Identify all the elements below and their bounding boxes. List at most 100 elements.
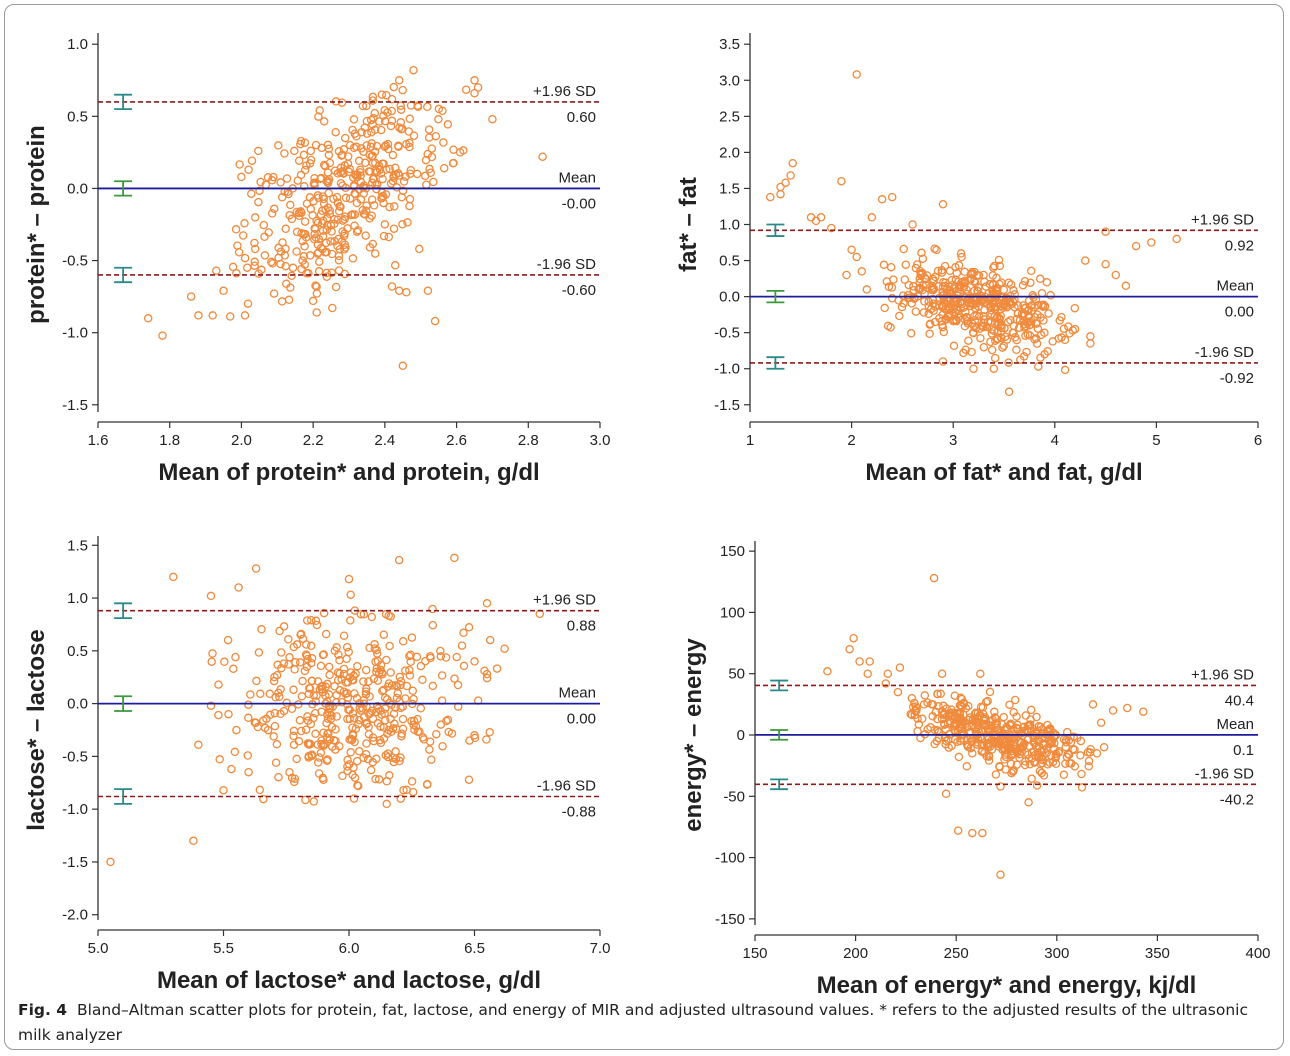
fat-point bbox=[911, 307, 921, 316]
lactose-point bbox=[485, 728, 494, 737]
lactose-point bbox=[383, 729, 392, 739]
energy-point bbox=[930, 739, 939, 749]
protein-point bbox=[380, 116, 390, 126]
energy-point bbox=[1059, 770, 1069, 780]
lactose-point bbox=[356, 706, 366, 715]
fat-point bbox=[899, 299, 908, 308]
protein-point bbox=[357, 144, 366, 153]
protein-point bbox=[334, 251, 344, 261]
energy-point bbox=[940, 709, 949, 719]
energy-point bbox=[968, 828, 977, 838]
lactose-point bbox=[452, 652, 461, 662]
energy-point bbox=[1026, 705, 1036, 715]
fat-point bbox=[883, 321, 893, 331]
fat-point bbox=[906, 329, 916, 338]
fat-point bbox=[991, 336, 1000, 345]
protein-point bbox=[325, 158, 335, 168]
lactose-point bbox=[295, 716, 305, 725]
protein-point bbox=[294, 156, 304, 165]
lactose-point bbox=[500, 644, 509, 653]
lactose-point bbox=[301, 650, 311, 659]
lactose-point bbox=[265, 689, 275, 699]
energy-point bbox=[936, 689, 945, 699]
protein-point bbox=[314, 193, 323, 202]
fat-point bbox=[1060, 365, 1070, 375]
lactose-point bbox=[279, 659, 289, 668]
lactose-x-tick-label: 6.0 bbox=[339, 940, 360, 957]
protein-point bbox=[388, 150, 398, 160]
fat-point bbox=[862, 285, 872, 294]
lactose-point bbox=[459, 661, 469, 671]
energy-point bbox=[939, 719, 949, 729]
protein-point bbox=[362, 201, 371, 210]
protein-point bbox=[250, 257, 259, 267]
protein-point bbox=[250, 213, 260, 222]
lactose-point bbox=[398, 714, 408, 724]
energy-point bbox=[957, 694, 967, 704]
fat-x-tick-label: 4 bbox=[1051, 432, 1059, 449]
protein-point bbox=[299, 182, 309, 191]
energy-point bbox=[967, 737, 976, 747]
protein-point bbox=[488, 114, 497, 124]
fat-point bbox=[1033, 301, 1043, 310]
fat-point bbox=[932, 245, 941, 255]
fat-lower-label: -1.96 SD bbox=[1195, 344, 1254, 361]
lactose-point bbox=[346, 748, 355, 757]
lactose-point bbox=[207, 657, 216, 666]
energy-point bbox=[1061, 759, 1070, 768]
energy-point bbox=[1012, 712, 1021, 721]
protein-point bbox=[423, 149, 432, 159]
figure-canvas: 1.0 0.5 0.0 -0.5 -1.0 -1.5 1.6 1.8 2.0 2.2 2.4 2.6 2… bbox=[23, 33, 1271, 999]
lactose-point bbox=[396, 794, 405, 803]
fat-point bbox=[1020, 276, 1030, 286]
fat-point bbox=[1042, 278, 1052, 287]
energy-point bbox=[946, 718, 955, 728]
lactose-point bbox=[407, 633, 417, 642]
fat-point bbox=[960, 322, 970, 331]
energy-point bbox=[920, 691, 930, 700]
protein-point bbox=[300, 242, 309, 251]
protein-y-tick-label: 0.5 bbox=[67, 108, 88, 125]
energy-point bbox=[1005, 744, 1014, 754]
protein-point bbox=[424, 125, 434, 134]
protein-point bbox=[310, 178, 319, 188]
protein-point bbox=[336, 178, 346, 188]
protein-upper-label: +1.96 SD bbox=[533, 83, 596, 100]
fat-point bbox=[1070, 303, 1080, 313]
lactose-point bbox=[290, 777, 299, 787]
lactose-point bbox=[394, 555, 404, 565]
fat-x-tick-label: 2 bbox=[847, 432, 855, 449]
fat-point bbox=[887, 283, 897, 292]
fat-mean-value: 0.00 bbox=[1225, 304, 1254, 321]
lactose-point bbox=[314, 769, 324, 778]
lactose-point bbox=[244, 713, 253, 723]
protein-point bbox=[387, 282, 397, 291]
protein-point bbox=[386, 179, 396, 188]
protein-point bbox=[310, 235, 319, 244]
protein-point bbox=[323, 178, 333, 188]
lactose-x-tick-label: 7.0 bbox=[590, 940, 611, 957]
fat-point bbox=[852, 252, 861, 262]
energy-point bbox=[990, 738, 1000, 748]
protein-point bbox=[306, 146, 316, 156]
protein-point bbox=[312, 289, 322, 298]
energy-point bbox=[1083, 748, 1093, 757]
protein-x-axis-title: Mean of protein* and protein, g/dl bbox=[158, 459, 539, 486]
protein-point bbox=[281, 224, 290, 234]
fat-point bbox=[951, 275, 961, 285]
lactose-point bbox=[298, 676, 307, 686]
fat-y-tick-label: 0.0 bbox=[719, 289, 740, 306]
lactose-y-axis-title: lactose* – lactose bbox=[23, 629, 50, 830]
fat-y-tick-label: 3.5 bbox=[719, 36, 740, 53]
fat-point bbox=[1006, 316, 1015, 325]
lactose-point bbox=[383, 752, 393, 762]
protein-point bbox=[321, 205, 330, 214]
protein-point bbox=[292, 247, 301, 256]
protein-point bbox=[254, 197, 263, 207]
energy-point bbox=[959, 699, 969, 708]
protein-point bbox=[326, 237, 335, 246]
protein-point bbox=[379, 111, 388, 121]
fat-y-tick-label: 2.5 bbox=[719, 108, 740, 125]
lactose-point bbox=[323, 729, 332, 738]
fat-x-tick-label: 6 bbox=[1254, 432, 1262, 449]
